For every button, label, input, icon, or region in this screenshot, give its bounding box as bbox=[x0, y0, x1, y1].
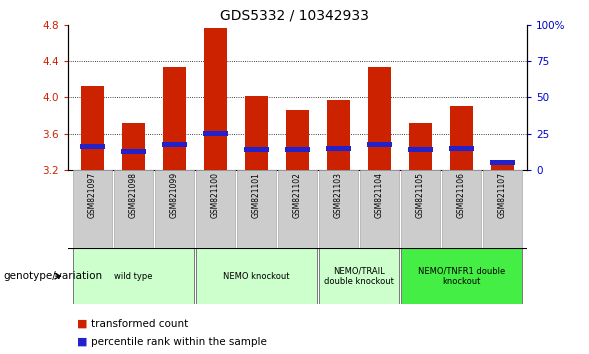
Bar bbox=[72, 170, 112, 248]
Bar bbox=[368, 67, 391, 170]
Text: GSM821100: GSM821100 bbox=[211, 172, 220, 218]
Bar bbox=[483, 170, 522, 248]
Bar bbox=[245, 96, 268, 170]
Text: transformed count: transformed count bbox=[91, 319, 188, 329]
Text: GSM821101: GSM821101 bbox=[252, 172, 261, 218]
Text: percentile rank within the sample: percentile rank within the sample bbox=[91, 337, 267, 347]
Text: NEMO knockout: NEMO knockout bbox=[223, 272, 290, 281]
Bar bbox=[326, 145, 351, 151]
Text: ■: ■ bbox=[77, 319, 87, 329]
Text: GSM821098: GSM821098 bbox=[129, 172, 138, 218]
Bar bbox=[360, 170, 399, 248]
Bar bbox=[81, 86, 104, 170]
Text: wild type: wild type bbox=[114, 272, 153, 281]
Bar bbox=[450, 105, 473, 170]
Text: GSM821106: GSM821106 bbox=[457, 172, 466, 218]
Bar bbox=[442, 170, 481, 248]
Bar bbox=[408, 148, 433, 153]
Bar bbox=[286, 110, 309, 170]
Bar bbox=[203, 131, 228, 136]
Text: GSM821104: GSM821104 bbox=[375, 172, 384, 218]
Bar bbox=[122, 123, 145, 170]
Text: NEMO/TRAIL
double knockout: NEMO/TRAIL double knockout bbox=[324, 267, 394, 286]
Bar bbox=[244, 147, 269, 152]
Bar bbox=[114, 170, 153, 248]
Bar bbox=[237, 170, 276, 248]
Bar bbox=[72, 248, 194, 304]
Bar bbox=[121, 149, 145, 154]
Bar bbox=[319, 248, 399, 304]
Text: GDS5332 / 10342933: GDS5332 / 10342933 bbox=[220, 9, 369, 23]
Bar bbox=[401, 170, 440, 248]
Bar bbox=[162, 142, 187, 147]
Bar bbox=[196, 248, 317, 304]
Bar bbox=[155, 170, 194, 248]
Bar bbox=[285, 148, 310, 153]
Bar bbox=[204, 28, 227, 170]
Text: GSM821103: GSM821103 bbox=[334, 172, 343, 218]
Text: GSM821099: GSM821099 bbox=[170, 172, 179, 218]
Text: genotype/variation: genotype/variation bbox=[3, 271, 102, 281]
Bar bbox=[319, 170, 358, 248]
Text: GSM821105: GSM821105 bbox=[416, 172, 425, 218]
Bar bbox=[367, 142, 392, 147]
Text: GSM821097: GSM821097 bbox=[88, 172, 97, 218]
Bar bbox=[409, 123, 432, 170]
Text: GSM821102: GSM821102 bbox=[293, 172, 302, 218]
Bar bbox=[278, 170, 317, 248]
Bar bbox=[491, 164, 514, 170]
Bar bbox=[163, 67, 186, 170]
Bar bbox=[490, 160, 515, 165]
Bar bbox=[449, 145, 474, 151]
Text: GSM821107: GSM821107 bbox=[498, 172, 507, 218]
Bar bbox=[80, 144, 105, 149]
Bar bbox=[327, 100, 350, 170]
Text: NEMO/TNFR1 double
knockout: NEMO/TNFR1 double knockout bbox=[418, 267, 505, 286]
Bar bbox=[401, 248, 522, 304]
Bar bbox=[196, 170, 235, 248]
Text: ■: ■ bbox=[77, 337, 87, 347]
